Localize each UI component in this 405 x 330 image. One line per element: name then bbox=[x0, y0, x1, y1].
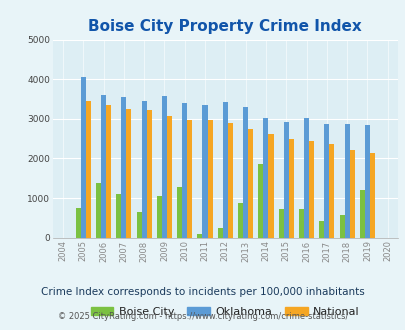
Bar bbox=[136, 212, 141, 238]
Bar bbox=[359, 190, 364, 238]
Bar bbox=[268, 134, 273, 238]
Bar bbox=[96, 183, 101, 238]
Bar bbox=[162, 96, 166, 238]
Bar bbox=[364, 125, 369, 238]
Bar bbox=[141, 101, 146, 238]
Bar bbox=[278, 209, 283, 238]
Bar bbox=[197, 234, 202, 238]
Bar bbox=[217, 228, 222, 238]
Legend: Boise City, Oklahoma, National: Boise City, Oklahoma, National bbox=[86, 303, 363, 321]
Bar bbox=[308, 141, 313, 238]
Bar bbox=[187, 120, 192, 238]
Bar bbox=[121, 97, 126, 238]
Bar bbox=[288, 139, 293, 238]
Bar bbox=[298, 209, 303, 238]
Bar bbox=[177, 187, 182, 238]
Text: Crime Index corresponds to incidents per 100,000 inhabitants: Crime Index corresponds to incidents per… bbox=[41, 287, 364, 297]
Bar bbox=[222, 102, 227, 238]
Bar bbox=[369, 153, 374, 238]
Bar bbox=[182, 103, 187, 238]
Bar bbox=[75, 208, 81, 238]
Bar bbox=[283, 122, 288, 238]
Bar bbox=[81, 77, 85, 238]
Title: Boise City Property Crime Index: Boise City Property Crime Index bbox=[88, 19, 361, 34]
Bar bbox=[303, 118, 308, 238]
Bar bbox=[207, 120, 212, 238]
Bar bbox=[318, 221, 324, 238]
Bar bbox=[166, 116, 172, 238]
Bar bbox=[116, 194, 121, 238]
Text: © 2025 CityRating.com - https://www.cityrating.com/crime-statistics/: © 2025 CityRating.com - https://www.city… bbox=[58, 312, 347, 321]
Bar bbox=[263, 118, 268, 238]
Bar bbox=[126, 109, 131, 238]
Bar bbox=[237, 203, 243, 238]
Bar bbox=[324, 123, 328, 238]
Bar bbox=[344, 123, 349, 238]
Bar bbox=[227, 123, 232, 238]
Bar bbox=[258, 164, 263, 238]
Bar bbox=[156, 196, 162, 238]
Bar bbox=[349, 150, 354, 238]
Bar bbox=[243, 107, 247, 238]
Bar bbox=[339, 215, 344, 238]
Bar bbox=[106, 105, 111, 238]
Bar bbox=[328, 144, 334, 238]
Bar bbox=[146, 110, 151, 238]
Bar bbox=[247, 129, 253, 238]
Bar bbox=[85, 101, 91, 238]
Bar bbox=[202, 105, 207, 238]
Bar bbox=[101, 95, 106, 238]
